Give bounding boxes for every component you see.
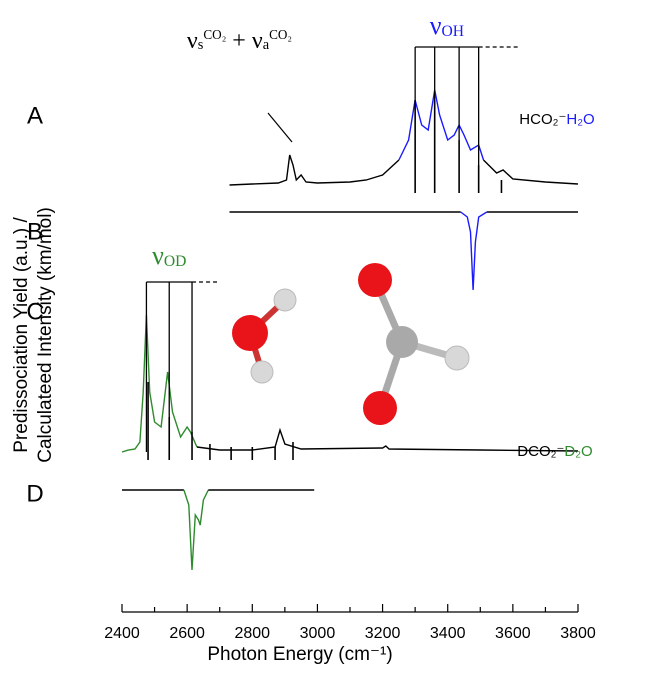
x-tick-label: 2400 [104,625,140,642]
comb-label: νOH [430,11,464,40]
atom-o [363,391,397,425]
species-part: DCO₂⁻ [517,443,564,460]
annotation: νsCO₂ + νaCO₂ [187,27,292,53]
text-part: CO₂ [203,27,226,42]
annotation-pointer [268,113,292,142]
comb-label: νOD [152,241,186,270]
x-tick-label: 3200 [365,625,401,642]
spectrum-line [230,155,399,185]
species-label: DCO₂⁻D₂O [517,443,592,460]
atom-h [274,289,296,311]
panel-label: A [27,102,43,129]
x-tick-label: 3600 [495,625,531,642]
spectrum-line [122,315,197,452]
spectrum-line [184,490,208,570]
text-part: OH [442,23,465,40]
y-axis-title: Predissociation Yield (a.u.) / [11,217,32,453]
x-tick-label: 3400 [430,625,466,642]
y-axis-title: Calculateed Intensity (km/mol) [35,207,56,463]
atom-c [386,326,418,358]
atom-o [232,315,268,351]
x-tick-label: 2600 [169,625,205,642]
panel-label: C [26,298,43,325]
molecules [232,263,469,425]
atom-o [358,263,392,297]
spectrum-line [399,90,484,160]
panel-label: B [27,218,43,245]
species-part: H₂O [566,111,594,128]
species-part: HCO₂⁻ [519,111,566,128]
text-part: ν [187,28,198,54]
text-part: + ν [226,28,263,54]
x-tick-label: 2800 [234,625,270,642]
chart: Photon Energy (cm⁻¹) 2400 2600 2800 3000 320… [0,0,662,679]
text-part: CO₂ [269,27,292,42]
text-part: ν [152,241,164,270]
spectrum-line [484,160,579,184]
page: Photon Energy (cm⁻¹) 2400 2600 2800 3000 320… [0,0,662,684]
atom-h [445,346,469,370]
text-part: OD [164,253,187,270]
panel-label: D [26,480,43,507]
species-part: D₂O [564,443,592,460]
x-tick-label: 3000 [300,625,336,642]
text-part: ν [430,11,442,40]
spectrum-line [461,212,487,290]
species-label: HCO₂⁻H₂O [519,111,594,128]
x-axis-title: Photon Energy (cm⁻¹) [207,644,392,665]
x-tick-label: 3800 [560,625,596,642]
atom-h [251,361,273,383]
